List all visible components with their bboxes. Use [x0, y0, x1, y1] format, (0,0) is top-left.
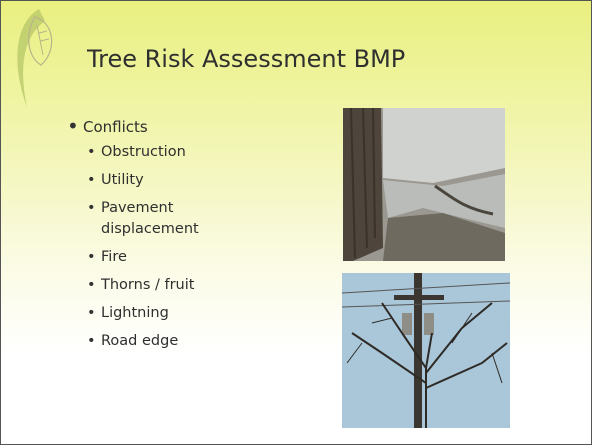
sub-bullet: Utility	[61, 170, 221, 191]
sidewalk-photo	[343, 108, 505, 261]
leaf-icon	[5, 3, 65, 113]
sub-bullet-list: Obstruction Utility Pavement displacement F…	[61, 142, 261, 352]
bullet: Conflicts	[61, 118, 261, 136]
sub-bullet: Fire	[61, 247, 221, 268]
sub-bullet: Pavement displacement	[61, 198, 221, 240]
sub-bullet: Obstruction	[61, 142, 221, 163]
power-pole-photo	[342, 273, 510, 428]
sub-bullet: Lightning	[61, 303, 221, 324]
slide: Tree Risk Assessment BMP Conflicts Obstr…	[0, 0, 592, 445]
sub-bullet: Road edge	[61, 331, 221, 352]
slide-title: Tree Risk Assessment BMP	[87, 45, 405, 73]
sub-bullet: Thorns / fruit	[61, 275, 221, 296]
bullet-list: Conflicts Obstruction Utility Pavement dis…	[61, 118, 261, 359]
